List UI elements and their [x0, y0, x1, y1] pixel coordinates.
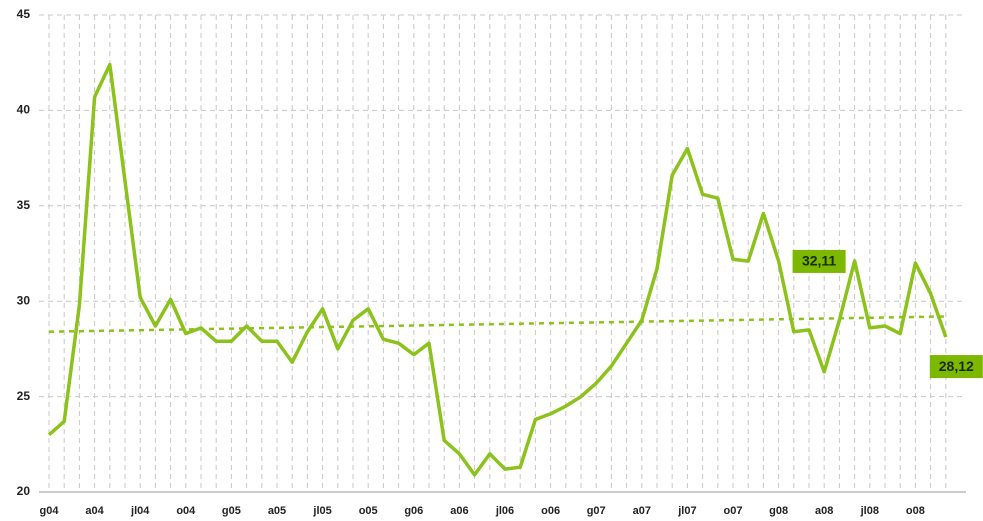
- y-tick-label: 35: [17, 198, 31, 212]
- value-label: 32,11: [802, 253, 836, 269]
- x-tick-label: jl06: [495, 505, 514, 517]
- x-tick-label: jl04: [130, 505, 150, 517]
- x-tick-label: g06: [404, 505, 423, 517]
- x-tick-label: g08: [769, 505, 788, 517]
- x-tick-label: jl07: [677, 505, 696, 517]
- y-tick-label: 45: [17, 7, 31, 21]
- y-tick-label: 20: [17, 484, 31, 498]
- x-tick-label: jl08: [860, 505, 879, 517]
- x-tick-label: a06: [450, 505, 468, 517]
- x-tick-label: o08: [906, 505, 925, 517]
- value-label-box: [792, 249, 846, 273]
- x-tick-label: a05: [268, 505, 286, 517]
- x-tick-label: o04: [176, 505, 196, 517]
- x-tick-label: o05: [359, 505, 378, 517]
- x-tick-label: a07: [633, 505, 651, 517]
- x-tick-label: g07: [587, 505, 606, 517]
- x-tick-label: jl05: [312, 505, 331, 517]
- x-tick-label: o06: [541, 505, 560, 517]
- x-tick-label: o07: [724, 505, 743, 517]
- value-label-box: [929, 355, 983, 379]
- y-tick-label: 30: [17, 293, 31, 307]
- x-tick-label: g04: [40, 505, 60, 517]
- y-tick-label: 25: [17, 389, 31, 403]
- x-tick-label: a08: [815, 505, 833, 517]
- y-tick-label: 40: [17, 103, 31, 117]
- data-line: [47, 62, 948, 477]
- x-tick-label: g05: [222, 505, 241, 517]
- value-label: 28,12: [939, 358, 974, 374]
- x-tick-label: a04: [85, 505, 104, 517]
